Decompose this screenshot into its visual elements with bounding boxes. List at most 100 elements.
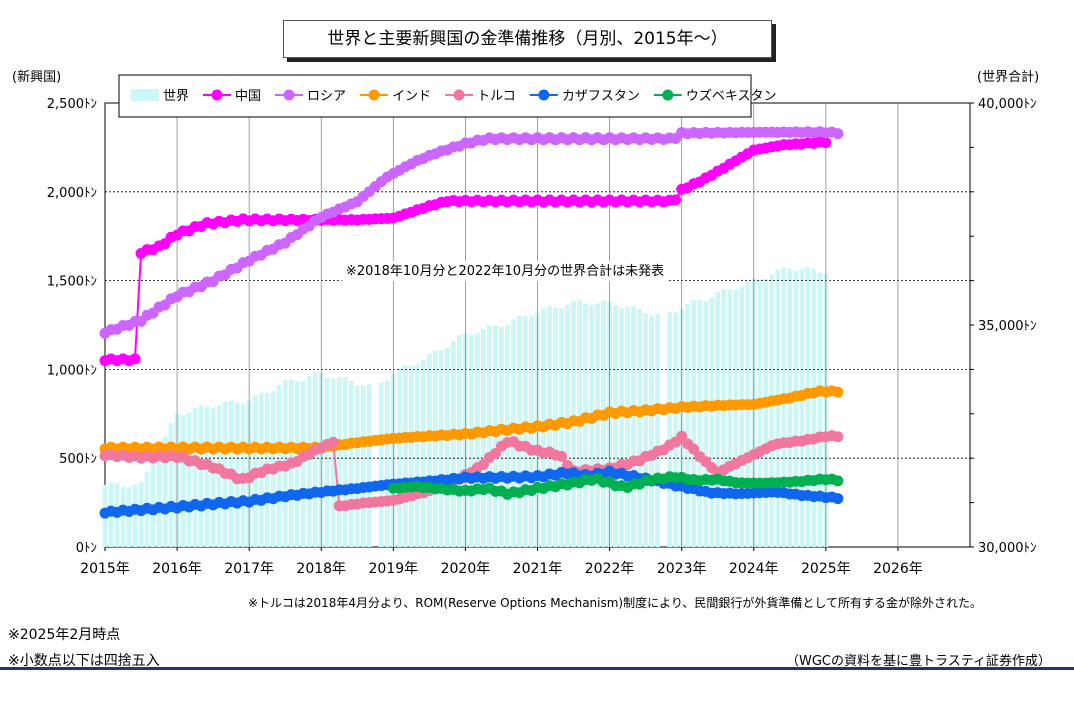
series-marker-ロシア	[832, 128, 844, 140]
world-bar	[805, 266, 811, 547]
world-bar	[487, 325, 492, 547]
source-note: （WGCの資料を基に豊トラスティ証券作成）	[786, 654, 1051, 669]
series-marker-中国	[670, 194, 682, 206]
y-left-tick-label: 1,000ﾄﾝ	[47, 363, 97, 378]
world-bar	[354, 385, 360, 547]
gap-annotation: ※2018年10月分と2022年10月分の世界合計は未発表	[346, 263, 664, 279]
series-marker-中国	[129, 353, 141, 365]
world-bar	[637, 308, 643, 547]
world-bar	[210, 407, 216, 547]
world-bar	[781, 267, 787, 547]
world-bar	[619, 308, 624, 547]
world-bar	[444, 347, 450, 547]
world-bar	[330, 378, 336, 547]
chart-title: 世界と主要新興国の金準備推移（月別、2015年～）	[283, 20, 772, 58]
x-tick-label: 2015年	[80, 561, 130, 577]
right-axis-label: (世界合計)	[977, 70, 1040, 85]
series-marker-トルコ	[489, 448, 501, 460]
y-right-tick-label: 35,000ﾄﾝ	[978, 319, 1037, 334]
bottom-rule	[0, 667, 1074, 670]
world-bar	[787, 268, 793, 547]
series-marker-トルコ	[327, 436, 339, 448]
world-bar	[324, 377, 330, 547]
legend-label-中国: 中国	[235, 89, 261, 104]
world-bar	[414, 364, 420, 547]
x-tick-label: 2026年	[873, 561, 923, 577]
series-marker-トルコ	[676, 430, 688, 442]
world-bar	[595, 303, 600, 547]
series-marker-ウズベキスタン	[832, 475, 844, 487]
x-tick-label: 2022年	[585, 561, 635, 577]
world-bar	[378, 383, 384, 547]
world-bar	[216, 405, 222, 547]
legend-marker-トルコ	[453, 89, 465, 101]
x-tick-label: 2017年	[224, 561, 274, 577]
world-bar	[817, 272, 823, 547]
world-bar	[312, 372, 318, 547]
legend-label-ロシア: ロシア	[307, 89, 346, 104]
world-bar	[306, 376, 312, 547]
legend-marker-中国	[211, 89, 223, 101]
world-bar	[655, 314, 661, 547]
world-bar	[715, 292, 721, 547]
world-bar	[336, 377, 342, 547]
series-marker-トルコ	[832, 431, 844, 443]
world-bar	[625, 307, 631, 547]
note-rounding: ※小数点以下は四捨五入	[8, 653, 160, 669]
world-bar	[685, 303, 691, 547]
note-as-of: ※2025年2月時点	[8, 627, 121, 643]
world-bar	[451, 341, 456, 547]
left-axis-label: (新興国)	[12, 70, 62, 85]
world-bar	[192, 407, 198, 547]
world-bar	[402, 365, 408, 547]
world-bar	[757, 279, 763, 547]
legend-label-カザフスタン: カザフスタン	[562, 89, 640, 104]
world-bar	[649, 315, 655, 547]
x-tick-label: 2020年	[441, 561, 491, 577]
x-tick-label: 2023年	[657, 561, 707, 577]
world-bar	[300, 380, 306, 547]
world-bar	[613, 305, 618, 547]
x-tick-label: 2021年	[513, 561, 563, 577]
x-tick-label: 2016年	[152, 561, 202, 577]
legend-marker-インド	[368, 89, 380, 101]
world-bar	[198, 405, 204, 547]
world-bar	[360, 385, 366, 547]
legend-swatch-世界	[131, 89, 159, 101]
world-bar	[703, 300, 709, 547]
world-bar	[811, 268, 817, 547]
world-bar	[745, 280, 751, 547]
y-right-tick-label: 30,000ﾄﾝ	[978, 541, 1037, 556]
world-bar	[162, 436, 168, 547]
world-bar	[739, 286, 745, 547]
world-bar	[697, 300, 703, 547]
gap-annotation-bg	[341, 261, 669, 281]
world-bar	[132, 484, 138, 547]
world-bar	[180, 414, 186, 547]
world-bar	[420, 359, 426, 547]
world-bar	[727, 289, 733, 547]
world-bar	[366, 384, 372, 547]
world-bar	[721, 289, 727, 547]
world-bar	[589, 305, 594, 547]
world-bar	[793, 270, 799, 547]
world-bar	[601, 300, 606, 547]
world-bar	[168, 423, 174, 547]
series-marker-中国	[820, 137, 832, 149]
legend-label-ウズベキスタン: ウズベキスタン	[686, 88, 777, 104]
y-left-tick-label: 2,500ﾄﾝ	[47, 97, 97, 112]
world-bar	[799, 268, 805, 547]
world-bar	[457, 335, 462, 547]
world-bar	[667, 312, 673, 547]
world-bar	[763, 278, 769, 547]
world-bar	[186, 412, 192, 547]
world-bar	[426, 353, 432, 547]
world-bar	[475, 333, 480, 547]
note-turkey: ※トルコは2018年4月分より、ROM(Reserve Options Mech…	[248, 596, 983, 610]
world-bar	[342, 377, 348, 547]
world-bar	[408, 365, 414, 547]
x-tick-label: 2018年	[296, 561, 346, 577]
legend-marker-ロシア	[283, 89, 295, 101]
world-bar	[673, 312, 679, 547]
